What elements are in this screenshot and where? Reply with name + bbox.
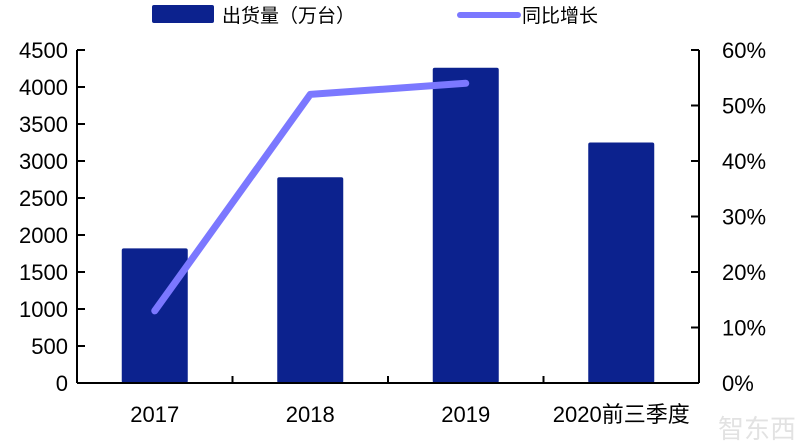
y-tick-label: 1500 xyxy=(19,260,68,285)
bar-2018 xyxy=(277,177,344,383)
watermark: 智东西 xyxy=(718,414,796,443)
x-tick-label: 2017 xyxy=(130,402,179,427)
y-tick-label: 0 xyxy=(56,371,68,396)
y-tick-label: 4000 xyxy=(19,75,68,100)
y-tick-label: 2500 xyxy=(19,186,68,211)
y2-tick-label: 30% xyxy=(722,205,766,230)
x-tick-label: 2018 xyxy=(286,402,335,427)
y-tick-label: 3500 xyxy=(19,112,68,137)
plot-area: 0 500 1000 1500 2000 2500 3000 3500 4000 4500 0% 10… xyxy=(19,38,766,427)
y2-tick-label: 40% xyxy=(722,149,766,174)
y-tick-label: 3000 xyxy=(19,149,68,174)
legend-bar-swatch xyxy=(152,5,214,23)
y2-tick-label: 10% xyxy=(722,316,766,341)
bar-2017 xyxy=(121,248,188,383)
y-tick-label: 4500 xyxy=(19,38,68,63)
legend-bar-label: 出货量（万台） xyxy=(222,5,355,27)
x-tick-label: 2019 xyxy=(441,402,490,427)
bar-2020前三季度 xyxy=(588,142,655,383)
y-tick-label: 2000 xyxy=(19,223,68,248)
y2-tick-label: 20% xyxy=(722,260,766,285)
y-tick-label: 1000 xyxy=(19,297,68,322)
y2-tick-label: 0% xyxy=(722,371,754,396)
legend-line-label: 同比增长 xyxy=(522,5,598,27)
legend: 出货量（万台） 同比增长 xyxy=(152,5,598,27)
y-tick-label: 500 xyxy=(31,334,68,359)
y2-tick-label: 50% xyxy=(722,94,766,119)
y2-tick-label: 60% xyxy=(722,38,766,63)
growth-line xyxy=(151,79,470,315)
bar-2019 xyxy=(432,67,499,383)
x-tick-label: 2020前三季度 xyxy=(553,402,690,427)
